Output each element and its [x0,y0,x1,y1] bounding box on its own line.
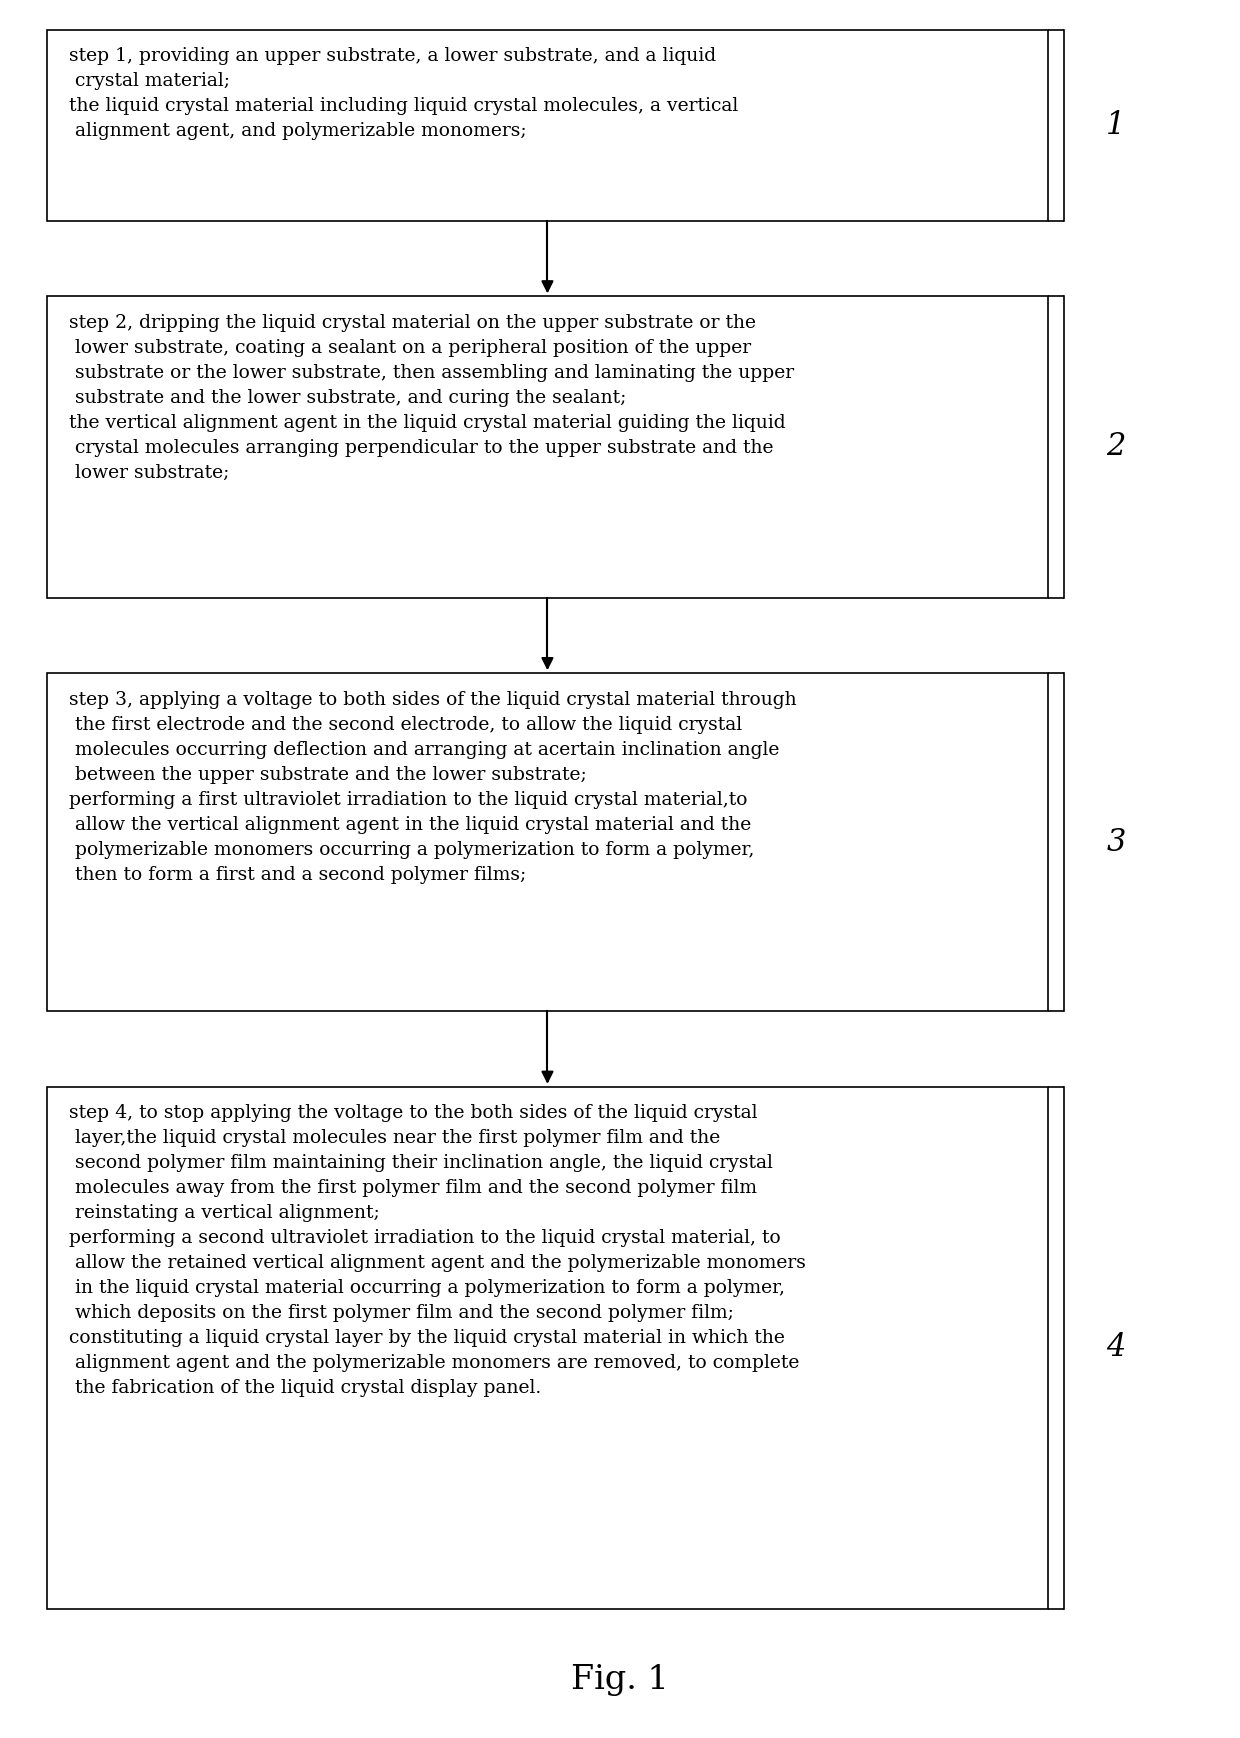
Text: step 2, dripping the liquid crystal material on the upper substrate or the
 lowe: step 2, dripping the liquid crystal mate… [69,313,795,481]
Text: 3: 3 [1106,827,1126,857]
Text: Fig. 1: Fig. 1 [572,1663,668,1696]
Text: 4: 4 [1106,1333,1126,1363]
Text: step 1, providing an upper substrate, a lower substrate, and a liquid
 crystal m: step 1, providing an upper substrate, a … [69,47,739,141]
FancyBboxPatch shape [47,673,1048,1012]
FancyBboxPatch shape [47,295,1048,598]
FancyBboxPatch shape [47,1086,1048,1609]
FancyBboxPatch shape [47,30,1048,221]
Text: step 3, applying a voltage to both sides of the liquid crystal material through
: step 3, applying a voltage to both sides… [69,690,797,883]
Text: 1: 1 [1106,109,1126,141]
Text: step 4, to stop applying the voltage to the both sides of the liquid crystal
 la: step 4, to stop applying the voltage to … [69,1104,806,1397]
Text: 2: 2 [1106,431,1126,462]
